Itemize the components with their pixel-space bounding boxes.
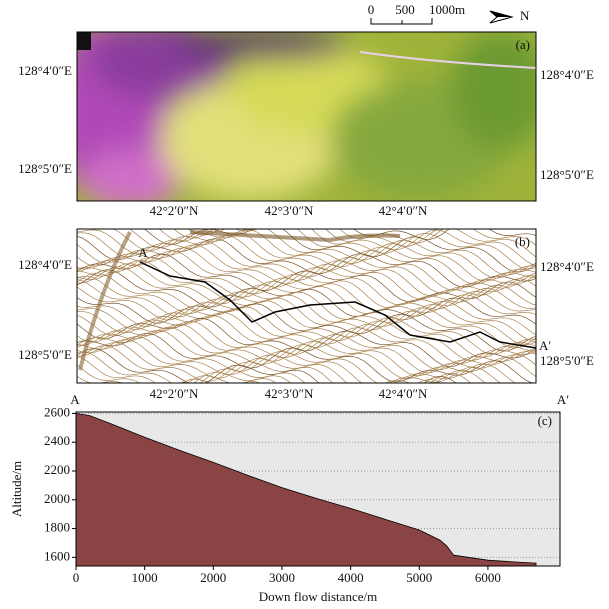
contour [77, 266, 536, 316]
contour [77, 232, 536, 285]
contour [77, 272, 536, 336]
panel-frame [76, 228, 537, 384]
x-tick-label: 4000 [338, 570, 364, 585]
y-axis-label: Altitude/m [9, 461, 24, 517]
lon-label: 128°5′0″E [540, 353, 594, 368]
panel-label: (c) [538, 413, 552, 428]
contour [77, 247, 536, 297]
x-tick-label: 5000 [406, 570, 432, 585]
contour [77, 345, 472, 383]
contour [173, 229, 536, 266]
scale-label: 1000m [429, 2, 465, 17]
x-tick-label: 0 [73, 570, 80, 585]
panel-frame [76, 31, 537, 202]
contour [77, 339, 501, 383]
scale-label: 500 [395, 2, 415, 17]
contour [77, 327, 536, 377]
contour [77, 320, 536, 370]
contour [77, 332, 534, 383]
y-tick-label: 2400 [44, 433, 70, 448]
profile-end: A′ [539, 338, 551, 353]
x-tick-label: 6000 [475, 570, 501, 585]
y-tick-label: 1800 [44, 520, 70, 535]
contour [77, 286, 536, 349]
lon-label: 128°4′0″E [540, 67, 594, 82]
y-tick-label: 1600 [44, 548, 70, 563]
lon-label: 128°4′0″E [18, 63, 72, 78]
contour [77, 317, 536, 367]
panel-label: (b) [515, 234, 530, 249]
lon-label: 128°4′0″E [540, 259, 594, 274]
contour [77, 279, 536, 346]
north-arrow-fill [490, 11, 512, 17]
lat-label: 42°2′0″N [150, 386, 199, 401]
profile-start: A [138, 245, 148, 260]
contour [187, 229, 536, 258]
profile-end: A′ [557, 392, 569, 407]
x-tick-label: 2000 [200, 570, 226, 585]
satellite-image [77, 32, 536, 201]
panel-label: (a) [516, 37, 530, 52]
contour [77, 348, 457, 383]
profile-chart: A A′ (c) Down flow distance/m Altitude/m… [9, 392, 569, 604]
contour [77, 355, 423, 383]
lon-label: 128°4′0″E [18, 257, 72, 272]
contour [77, 260, 536, 309]
contour [77, 351, 442, 383]
contour [77, 308, 536, 358]
scale-line [370, 18, 433, 25]
contour [143, 229, 536, 273]
scale-label: 0 [368, 2, 375, 17]
lat-label: 42°2′0″N [150, 203, 199, 218]
north-label: N [520, 8, 530, 23]
scale-bar: 0 500 1000m N [368, 2, 530, 25]
lat-label: 42°3′0″N [265, 386, 314, 401]
ridge [78, 231, 132, 371]
profile-area [75, 412, 537, 567]
lat-label: 42°3′0″N [265, 203, 314, 218]
y-tick-label: 2600 [44, 404, 70, 419]
profile-line [139, 261, 537, 349]
contour [77, 310, 536, 361]
contour-map [77, 229, 536, 383]
lon-label: 128°5′0″E [18, 347, 72, 362]
contour [77, 324, 536, 374]
x-tick-label: 3000 [269, 570, 295, 585]
x-tick-label: 1000 [132, 570, 158, 585]
contour [77, 253, 536, 303]
y-tick-label: 2200 [44, 462, 70, 477]
contour [77, 269, 536, 325]
profile-start: A [70, 392, 80, 407]
contour [77, 241, 536, 291]
contour [77, 342, 486, 383]
contour [77, 250, 536, 300]
contour [128, 229, 536, 276]
lat-label: 42°4′0″N [379, 386, 428, 401]
plot-frame [75, 411, 561, 567]
lon-label: 128°5′0″E [540, 167, 594, 182]
lon-label: 128°5′0″E [18, 161, 72, 176]
contour [77, 335, 517, 383]
lat-label: 42°4′0″N [379, 203, 428, 218]
ridge [189, 230, 401, 243]
y-tick-label: 2000 [44, 491, 70, 506]
x-axis-label: Down flow distance/m [259, 589, 377, 604]
